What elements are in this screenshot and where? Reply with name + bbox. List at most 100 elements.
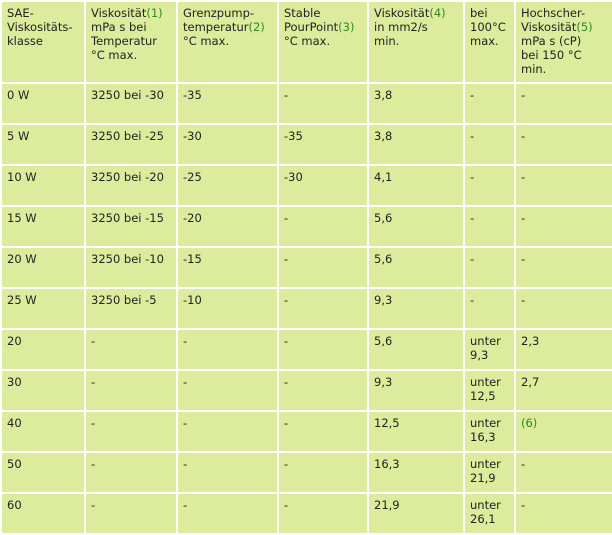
header-line: in mm2/s <box>374 20 428 34</box>
cell-viscosity: 3250 bei -25 <box>84 123 178 166</box>
header-max-100c: bei 100°C max. <box>463 0 516 84</box>
table-row: 50- - -16,3 unter 21,9- <box>0 451 612 494</box>
cell-kin-viscosity: 16,3 <box>367 451 465 494</box>
cell-kin-viscosity: 21,9 <box>367 492 465 535</box>
header-hths-viscosity: Hochscher- Viskosität(5) mPa s (cP) bei 150… <box>514 0 612 84</box>
footnote-ref: (3) <box>338 20 355 34</box>
header-line: °C max. <box>284 34 331 48</box>
cell-max-100c: unter 9,3 <box>463 328 516 371</box>
cell-kin-viscosity: 3,8 <box>367 82 465 125</box>
cell-sae-class: 50 <box>0 451 86 494</box>
cell-sae-class: 15 W <box>0 205 86 248</box>
cell-max-100c: unter 26,1 <box>463 492 516 535</box>
table-row: 60- - -21,9 unter 26,1- <box>0 492 612 535</box>
cell-pump-temp: -15 <box>176 246 279 289</box>
cell-max-100c: - <box>463 287 516 330</box>
cell-sae-class: 25 W <box>0 287 86 330</box>
cell-pour-point: -30 <box>277 164 369 207</box>
footnote-ref: (1) <box>146 6 163 20</box>
header-line: 100°C <box>470 20 506 34</box>
header-sae-class: SAE- Viskositäts-klasse <box>0 0 86 84</box>
cell-kin-viscosity: 4,1 <box>367 164 465 207</box>
cell-hths-viscosity: - <box>514 246 612 289</box>
header-line: Temperatur <box>91 34 158 48</box>
cell-max-100c: - <box>463 123 516 166</box>
cell-pump-temp: -35 <box>176 82 279 125</box>
cell-pour-point: - <box>277 451 369 494</box>
header-line: min. <box>374 34 400 48</box>
header-line: °C max. <box>183 34 230 48</box>
cell-viscosity: 3250 bei -10 <box>84 246 178 289</box>
cell-pour-point: - <box>277 246 369 289</box>
cell-hths-viscosity: - <box>514 205 612 248</box>
cell-sae-class: 20 <box>0 328 86 371</box>
cell-max-100c: unter 16,3 <box>463 410 516 453</box>
footnote-ref: (4) <box>429 6 446 20</box>
cell-max-100c: - <box>463 82 516 125</box>
header-line: bei 150 °C <box>521 48 582 62</box>
cell-hths-viscosity: - <box>514 164 612 207</box>
cell-max-100c: unter 21,9 <box>463 451 516 494</box>
cell-pour-point: - <box>277 369 369 412</box>
cell-pump-temp: - <box>176 369 279 412</box>
cell-pump-temp: -25 <box>176 164 279 207</box>
cell-viscosity: - <box>84 328 178 371</box>
table-row: 0 W 3250 bei -30 -35-3,8- - <box>0 82 612 125</box>
cell-pour-point: - <box>277 287 369 330</box>
header-kin-viscosity: Viskosität(4) in mm2/s min. <box>367 0 465 84</box>
header-line: Hochscher- <box>521 6 586 20</box>
cell-pour-point: - <box>277 492 369 535</box>
table-row: 40- - -12,5 unter 16,3 (6) <box>0 410 612 453</box>
cell-pour-point: - <box>277 328 369 371</box>
cell-pour-point: - <box>277 82 369 125</box>
cell-pour-point: - <box>277 205 369 248</box>
header-line: temperatur <box>183 20 249 34</box>
table-row: 20 W 3250 bei -10 -15-5,6- - <box>0 246 612 289</box>
cell-hths-viscosity: - <box>514 123 612 166</box>
header-line: bei <box>470 6 488 20</box>
cell-kin-viscosity: 9,3 <box>367 287 465 330</box>
cell-sae-class: 5 W <box>0 123 86 166</box>
table-body: 0 W 3250 bei -30 -35-3,8- -5 W 3250 bei -25-… <box>0 82 612 535</box>
cell-viscosity: 3250 bei -5 <box>84 287 178 330</box>
header-viscosity: Viskosität(1) mPa s bei Temperatur °C max. <box>84 0 178 84</box>
footnote-ref: (2) <box>248 20 265 34</box>
cell-kin-viscosity: 12,5 <box>367 410 465 453</box>
cell-kin-viscosity: 3,8 <box>367 123 465 166</box>
header-line: Viskosität <box>91 6 147 20</box>
cell-pump-temp: -20 <box>176 205 279 248</box>
cell-hths-viscosity: (6) <box>514 410 612 453</box>
cell-pour-point: - <box>277 410 369 453</box>
header-row: SAE- Viskositäts-klasse Viskosität(1) mPa s… <box>0 0 612 84</box>
header-line: Viskosität <box>521 20 577 34</box>
header-line: Viskosität <box>374 6 430 20</box>
cell-hths-viscosity: 2,7 <box>514 369 612 412</box>
header-line: min. <box>521 62 547 76</box>
table-row: 25 W 3250 bei -5 -10-9,3- - <box>0 287 612 330</box>
header-line: °C max. <box>91 48 138 62</box>
cell-max-100c: - <box>463 246 516 289</box>
table-row: 30- - -9,3 unter 12,5 2,7 <box>0 369 612 412</box>
header-line: mPa s bei <box>91 20 147 34</box>
header-line: mPa s (cP) <box>521 34 582 48</box>
header-line: max. <box>470 34 499 48</box>
cell-sae-class: 30 <box>0 369 86 412</box>
cell-kin-viscosity: 5,6 <box>367 246 465 289</box>
cell-pump-temp: - <box>176 492 279 535</box>
cell-kin-viscosity: 5,6 <box>367 205 465 248</box>
cell-viscosity: - <box>84 410 178 453</box>
header-line: Viskositäts- <box>7 20 73 34</box>
cell-viscosity: - <box>84 369 178 412</box>
table-row: 5 W 3250 bei -25 -30 -35 3,8- - <box>0 123 612 166</box>
cell-max-100c: - <box>463 164 516 207</box>
table-row: 20- - -5,6 unter 9,3 2,3 <box>0 328 612 371</box>
header-line: klasse <box>7 34 43 48</box>
cell-pour-point: -35 <box>277 123 369 166</box>
cell-hths-viscosity: - <box>514 82 612 125</box>
cell-viscosity: - <box>84 451 178 494</box>
cell-viscosity: 3250 bei -30 <box>84 82 178 125</box>
header-pour-point: Stable PourPoint(3) °C max. <box>277 0 369 84</box>
cell-max-100c: unter 12,5 <box>463 369 516 412</box>
cell-kin-viscosity: 9,3 <box>367 369 465 412</box>
